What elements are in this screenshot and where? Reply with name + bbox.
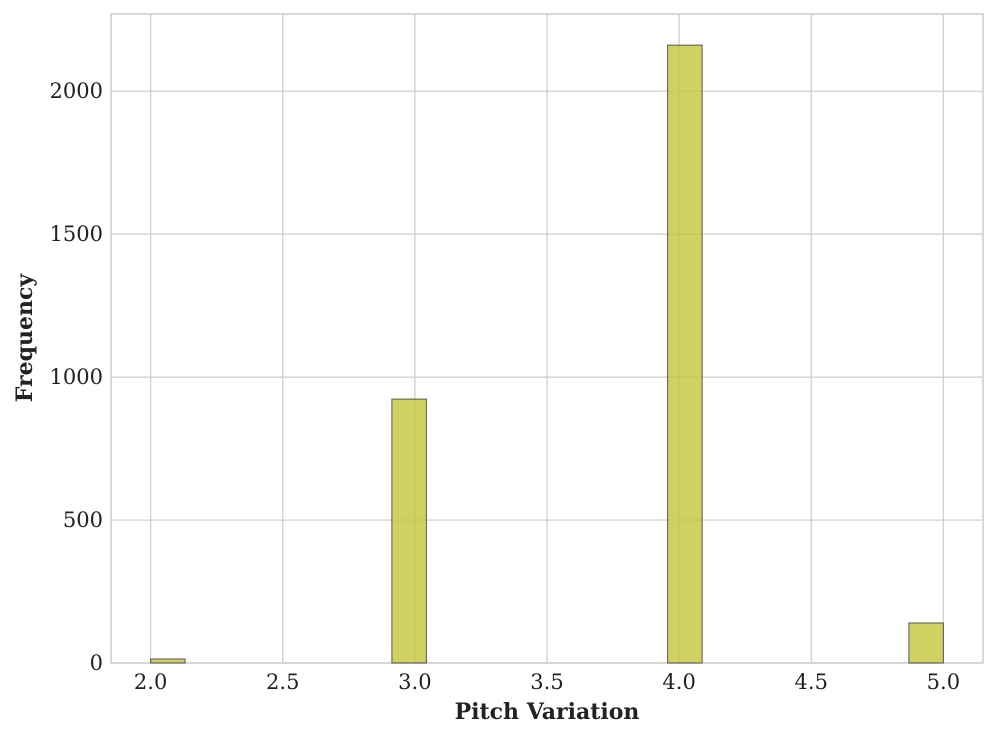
x-tick-label: 4.0 [662,670,695,694]
x-axis-label: Pitch Variation [455,699,640,725]
y-axis-label: Frequency [12,273,38,403]
x-tick-label: 4.5 [795,670,828,694]
y-tick-label: 2000 [50,79,103,103]
bar [391,398,427,664]
y-tick-label: 1500 [50,222,103,246]
y-tick-label: 0 [90,651,103,675]
x-tick-label: 3.0 [398,670,431,694]
plot-frame [110,13,984,664]
y-tick-label: 1000 [50,365,103,389]
bar [908,622,944,664]
x-tick-label: 2.0 [134,670,167,694]
bar [150,658,186,664]
x-tick-label: 3.5 [530,670,563,694]
y-tick-label: 500 [63,508,103,532]
bar [667,44,703,664]
x-tick-label: 5.0 [927,670,960,694]
x-tick-label: 2.5 [266,670,299,694]
